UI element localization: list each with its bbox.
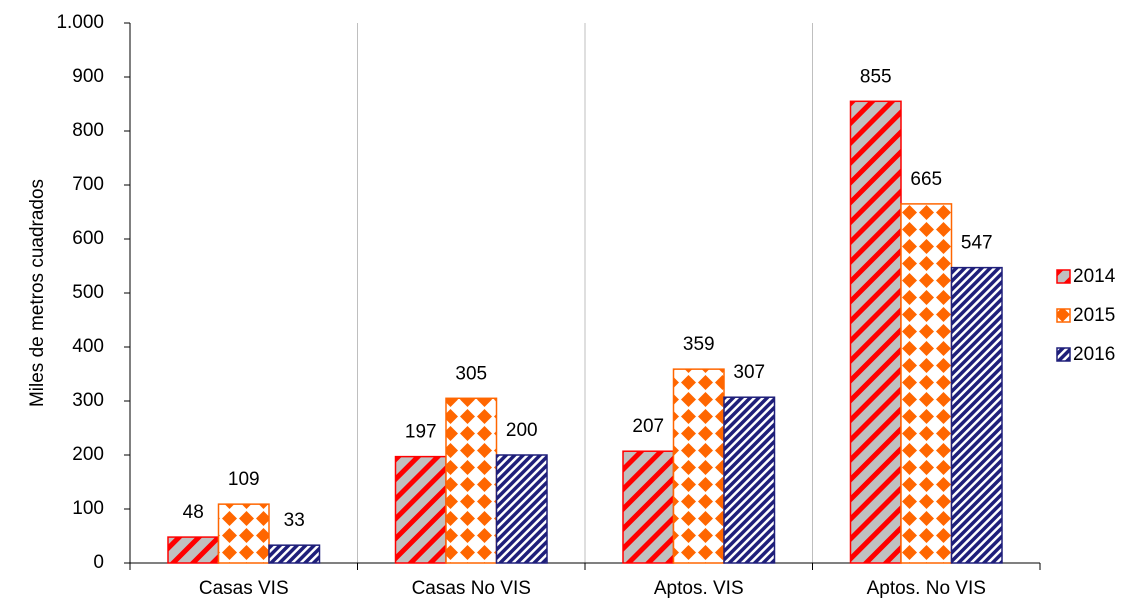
legend-swatch [1056,347,1071,362]
data-label: 197 [405,422,437,443]
data-label: 855 [860,66,892,87]
y-tick-label: 400 [72,336,104,357]
y-tick-label: 600 [72,228,104,249]
bar [495,454,548,564]
bar [849,100,902,564]
y-tick-label: 800 [72,120,104,141]
bar [950,266,1003,564]
bar [268,544,321,564]
y-tick-label: 900 [72,66,104,87]
legend-label: 2015 [1073,305,1115,326]
data-label: 359 [683,334,715,355]
bar [167,536,220,564]
y-tick-label: 500 [72,282,104,303]
legend-swatch [1056,308,1071,323]
data-label: 109 [228,469,260,490]
legend-swatch [1056,269,1071,284]
bar [900,203,953,564]
data-label: 207 [632,416,664,437]
x-tick-label: Aptos. VIS [654,578,744,599]
data-label: 200 [506,420,538,441]
data-label: 307 [733,362,765,383]
data-label: 48 [183,502,204,523]
data-label: 33 [284,510,305,531]
legend-label: 2014 [1073,266,1116,287]
y-tick-label: 1.000 [56,12,104,33]
bar [394,455,447,564]
y-axis-label: Miles de metros cuadrados [27,179,48,407]
y-tick-label: 200 [72,444,104,465]
x-tick-label: Aptos. No VIS [867,578,986,599]
bar [723,396,776,564]
x-tick-label: Casas VIS [199,578,289,599]
bar [445,397,498,564]
y-tick-label: 700 [72,174,104,195]
data-label: 665 [910,169,942,190]
y-tick-label: 0 [93,552,104,573]
bar [672,368,725,564]
y-tick-label: 300 [72,390,104,411]
data-label: 547 [961,233,993,254]
data-label: 305 [455,363,487,384]
legend-label: 2016 [1073,344,1115,365]
bar [217,503,270,564]
y-tick-label: 100 [72,498,104,519]
bar [622,450,675,564]
x-tick-label: Casas No VIS [412,578,531,599]
